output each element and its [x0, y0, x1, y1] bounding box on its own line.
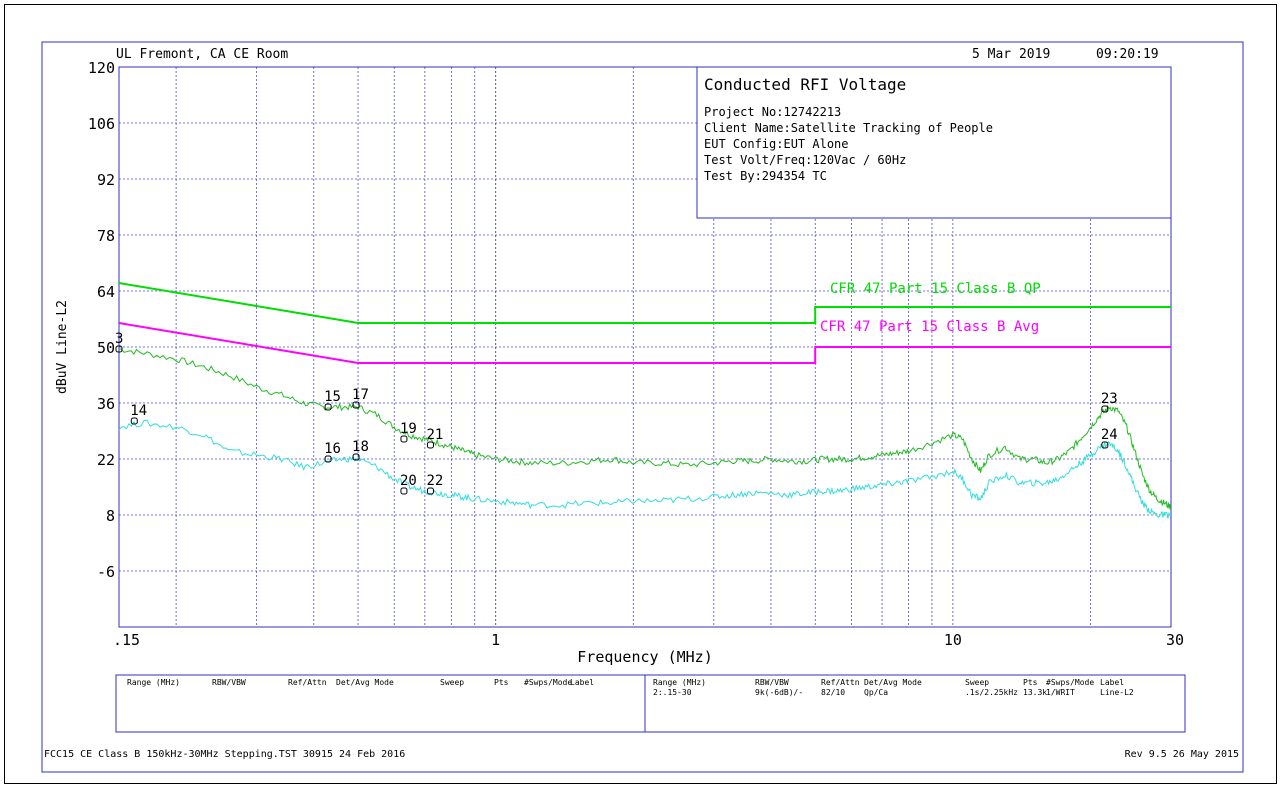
info-line-client: Client Name:Satellite Tracking of People	[704, 121, 993, 135]
marker-label: 3	[115, 331, 123, 347]
settings-header: Det/Avg Mode	[336, 678, 394, 687]
info-title: Conducted RFI Voltage	[704, 75, 906, 94]
y-tick-label: 22	[97, 451, 115, 469]
info-line-project: Project No:12742213	[704, 105, 841, 119]
marker-label: 19	[400, 421, 417, 437]
settings-header: Det/Avg Mode	[864, 678, 922, 687]
y-tick-label: 50	[97, 339, 115, 357]
marker-box	[352, 453, 360, 461]
settings-value: 13.3k	[1023, 688, 1047, 697]
marker-label: 24	[1101, 427, 1118, 443]
marker-label: 18	[352, 439, 369, 455]
settings-header: Sweep	[965, 678, 989, 687]
avg-trace	[118, 419, 1172, 519]
info-line-volt: Test Volt/Freq:120Vac / 60Hz	[704, 153, 906, 167]
x-tick-labels: .15 1 10 30	[113, 631, 1184, 649]
footer-left: FCC15 CE Class B 150kHz-30MHz Stepping.T…	[44, 749, 405, 760]
info-line-testby: Test By:294354 TC	[704, 169, 827, 183]
settings-header: RBW/VBW	[212, 678, 246, 687]
settings-header: RBW/VBW	[755, 678, 789, 687]
marker-box	[1101, 405, 1109, 413]
x-tick-label: 1	[491, 631, 500, 649]
settings-value: Qp/Ca	[864, 688, 888, 697]
marker-label: 16	[324, 441, 341, 457]
y-tick-label: 8	[106, 507, 115, 525]
chart-frame	[41, 41, 1244, 773]
marker-label: 14	[130, 403, 147, 419]
marker-box	[400, 435, 408, 443]
marker-box	[115, 345, 123, 353]
info-box	[696, 66, 1172, 219]
avg-limit-line	[118, 322, 1171, 364]
settings-header: Label	[570, 678, 594, 687]
info-line-config: EUT Config:EUT Alone	[704, 137, 849, 151]
y-axis-label: dBuV Line-L2	[55, 300, 70, 394]
header-site: UL Fremont, CA CE Room	[116, 47, 288, 62]
limit-lines	[118, 282, 1171, 364]
y-tick-label: 36	[97, 395, 115, 413]
footer-right: Rev 9.5 26 May 2015	[1125, 749, 1239, 760]
settings-value: 2:.15-30	[653, 688, 692, 697]
y-tick-label: 92	[97, 171, 115, 189]
marker-box	[130, 417, 138, 425]
markers: 3 14 15 17 16 18 19 21 20 22 23 24	[115, 331, 1118, 495]
settings-value: Line-L2	[1100, 688, 1134, 697]
settings-header: #Swps/Mode	[524, 678, 572, 687]
header-time: 09:20:19	[1096, 47, 1159, 62]
settings-value: 82/10	[821, 688, 845, 697]
x-axis-label: Frequency (MHz)	[577, 648, 712, 666]
marker-box	[426, 487, 434, 495]
x-tick-label: 30	[1166, 631, 1184, 649]
marker-label: 15	[324, 389, 341, 405]
marker-box	[426, 441, 434, 449]
settings-header: Range (MHz)	[127, 678, 180, 687]
traces	[118, 348, 1172, 519]
marker-label: 17	[352, 387, 369, 403]
settings-table	[115, 674, 1186, 733]
marker-box	[352, 401, 360, 409]
avg-limit-label: CFR 47 Part 15 Class B Avg	[820, 319, 1039, 335]
qp-limit-label: CFR 47 Part 15 Class B QP	[830, 281, 1041, 297]
marker-box	[324, 455, 332, 463]
x-tick-label: 10	[944, 631, 962, 649]
settings-header: Ref/Attn	[288, 678, 327, 687]
y-tick-label: 64	[97, 283, 115, 301]
settings-header: Pts	[494, 678, 509, 687]
qp-limit-line	[118, 282, 1171, 324]
settings-header: #Swps/Mode	[1046, 678, 1094, 687]
marker-label: 23	[1101, 391, 1118, 407]
page-frame	[4, 4, 1277, 784]
x-tick-label: .15	[113, 631, 140, 649]
header-date: 5 Mar 2019	[972, 47, 1050, 62]
settings-header: Pts	[1023, 678, 1038, 687]
settings-left: Range (MHz) RBW/VBW Ref/Attn Det/Avg Mode Sw…	[127, 678, 594, 687]
settings-value: 9k(-6dB)/-	[755, 688, 803, 697]
marker-label: 21	[426, 427, 443, 443]
settings-header: Label	[1100, 678, 1124, 687]
settings-header: Ref/Attn	[821, 678, 860, 687]
marker-box	[324, 403, 332, 411]
y-tick-label: 106	[88, 115, 115, 133]
settings-header: Range (MHz)	[653, 678, 706, 687]
marker-box	[400, 487, 408, 495]
settings-header: Sweep	[440, 678, 464, 687]
marker-box	[1101, 441, 1109, 449]
y-tick-labels: 120 106 92 78 64 50 36 22 8 -6	[88, 59, 115, 581]
settings-value: 1/WRIT	[1046, 688, 1075, 697]
qp-trace	[118, 348, 1172, 510]
marker-label: 20	[400, 473, 417, 489]
settings-value: .1s/2.25kHz	[965, 688, 1018, 697]
marker-label: 22	[426, 473, 443, 489]
y-tick-label: -6	[97, 563, 115, 581]
y-tick-label: 120	[88, 59, 115, 77]
y-tick-label: 78	[97, 227, 115, 245]
